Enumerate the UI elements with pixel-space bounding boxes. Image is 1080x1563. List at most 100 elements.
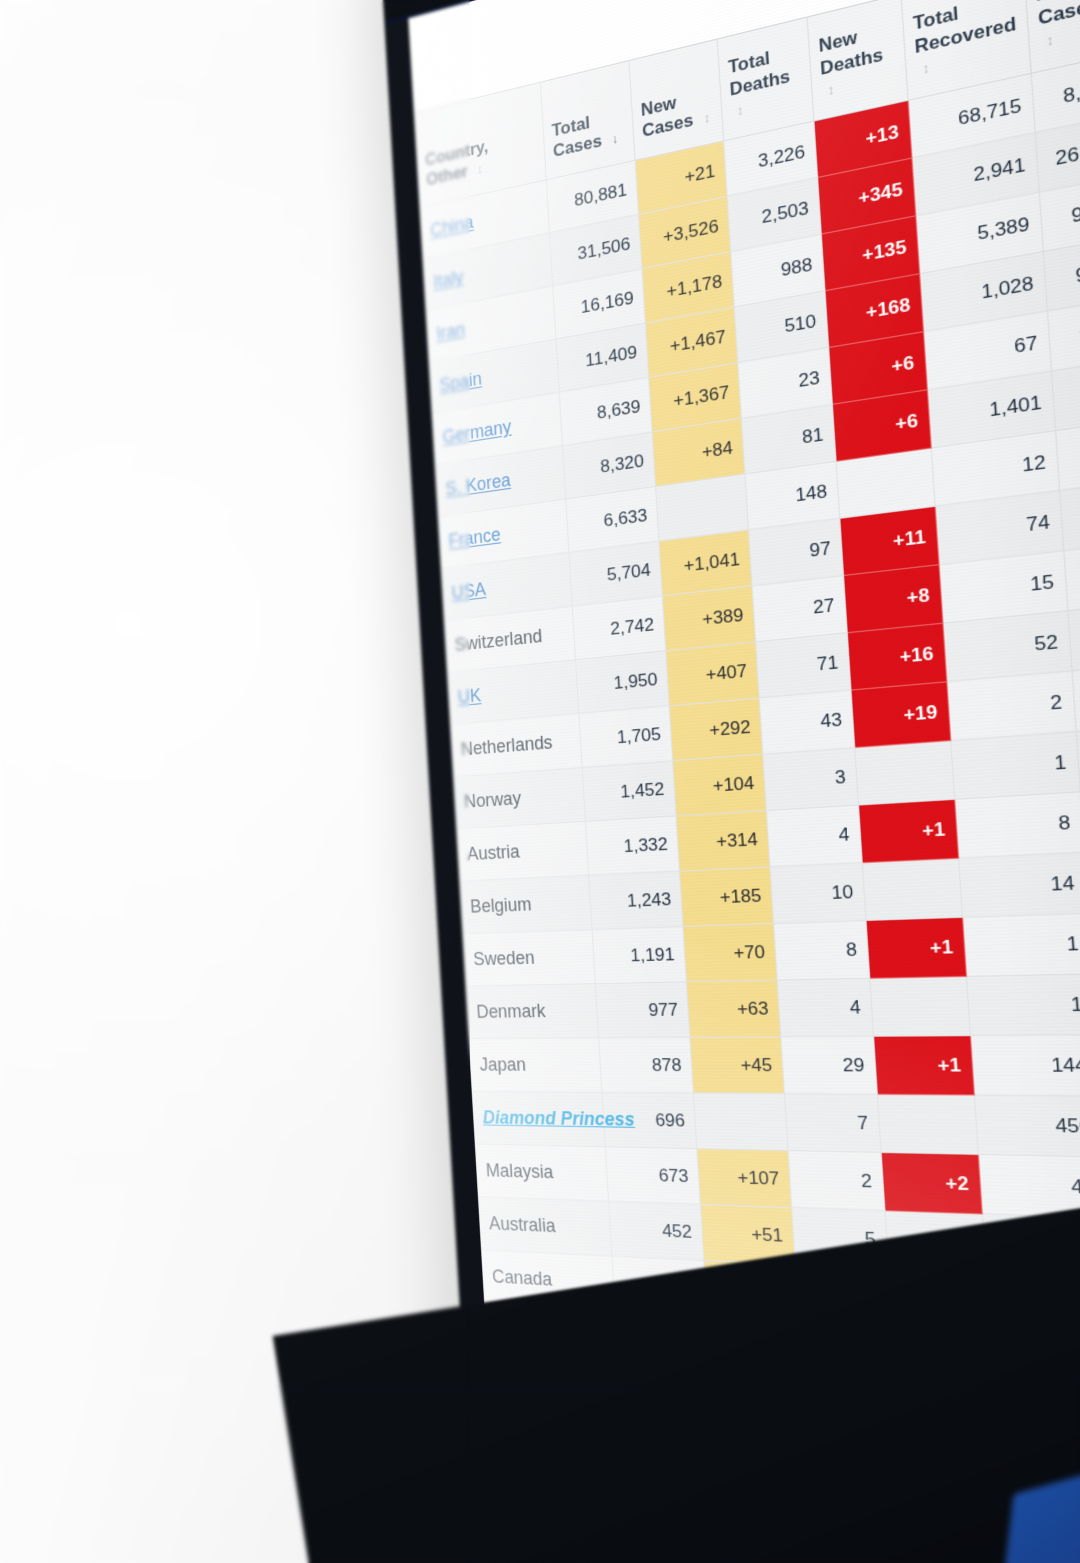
- table-cell-total-deaths: 7: [784, 1093, 882, 1153]
- table-cell-country: Japan: [469, 1037, 602, 1093]
- table-cell-active-cases: 5,533: [1059, 478, 1080, 551]
- table-cell-country: Malaysia: [475, 1144, 609, 1202]
- sort-icon[interactable]: ↕: [736, 103, 742, 120]
- table-cell-new-deaths: [877, 1094, 979, 1155]
- table-cell-country: Sweden: [462, 929, 596, 987]
- table-cell-country: Denmark: [465, 983, 599, 1039]
- country-link[interactable]: France: [448, 523, 502, 552]
- table-cell-new-deaths: [854, 740, 955, 806]
- country-link: Sweden: [472, 947, 536, 970]
- table-cell-country: Diamond Princess: [472, 1091, 636, 1147]
- country-link: Japan: [479, 1054, 527, 1075]
- table-cell-new-cases: +185: [679, 866, 774, 927]
- sort-icon[interactable]: ↕: [703, 111, 709, 127]
- table-cell-total-cases: 1,191: [592, 926, 687, 984]
- table-cell-new-cases: +389: [662, 585, 756, 651]
- table-cell-new-deaths: [862, 858, 963, 921]
- sort-icon[interactable]: ↕: [921, 61, 928, 78]
- country-link[interactable]: China: [429, 211, 474, 241]
- table-cell-new-deaths: +16: [847, 623, 947, 691]
- table-cell-total-deaths: 29: [780, 1036, 878, 1095]
- table-cell-country: Austria: [456, 821, 589, 882]
- country-link[interactable]: UK: [457, 684, 482, 708]
- table-cell-new-deaths: +8: [843, 564, 943, 633]
- country-link: Malaysia: [485, 1160, 554, 1183]
- table-cell-total-deaths: 71: [755, 632, 851, 698]
- country-link[interactable]: Germany: [441, 416, 512, 448]
- table-cell-country: Australia: [478, 1196, 612, 1256]
- country-link: Austria: [466, 841, 521, 865]
- table-cell-new-deaths: +1: [865, 917, 967, 979]
- table-cell-total-cases: 1,332: [585, 815, 680, 876]
- table-cell-total-deaths: 10: [769, 862, 866, 924]
- table-cell-country: Norway: [453, 767, 586, 829]
- table-cell-total-cases: 2,742: [572, 595, 666, 660]
- table-cell-new-cases: [693, 1092, 789, 1151]
- country-link[interactable]: S. Korea: [444, 469, 512, 500]
- table-cell-total-cases: 1,243: [588, 871, 683, 930]
- column-header-total-cases-label: Total Cases: [551, 113, 603, 162]
- table-cell-total-recovered: 144: [970, 1034, 1080, 1096]
- table-cell-new-cases: +107: [696, 1148, 792, 1208]
- table-cell-total-cases: 5,704: [569, 541, 663, 607]
- table-cell-total-deaths: 3: [762, 747, 859, 811]
- table-cell-total-deaths: 8: [773, 920, 870, 981]
- column-header-total-cases[interactable]: Total Cases ↓: [540, 60, 636, 180]
- table-cell-new-cases: +63: [686, 980, 781, 1038]
- table-cell-new-deaths: +19: [850, 681, 951, 748]
- table-cell-total-deaths: 97: [748, 518, 844, 586]
- table-cell-total-recovered: 14: [958, 852, 1080, 918]
- column-header-new-cases-label: New Cases: [640, 93, 694, 142]
- column-header-active-cases[interactable]: ActiveCases ↕: [1023, 0, 1080, 74]
- table-cell-total-deaths: 2: [788, 1150, 885, 1211]
- column-header-active-cases-label: ActiveCases: [1036, 0, 1080, 30]
- country-link: Netherlands: [460, 731, 554, 760]
- table-cell-new-cases: +70: [682, 923, 778, 982]
- sort-icon-active[interactable]: ↓: [611, 131, 617, 148]
- table-cell-total-cases: 452: [608, 1201, 704, 1261]
- country-link: Norway: [463, 787, 522, 812]
- table-cell-new-deaths: +1: [858, 799, 959, 863]
- country-link[interactable]: Diamond Princess: [482, 1107, 636, 1131]
- table-cell-new-deaths: +11: [839, 506, 939, 576]
- country-link[interactable]: Spain: [438, 368, 483, 396]
- country-link: Denmark: [475, 1000, 547, 1022]
- table-cell-total-cases: 673: [605, 1146, 701, 1205]
- table-cell-country: Netherlands: [450, 713, 583, 777]
- table-cell-total-cases: 1,950: [575, 650, 670, 714]
- table-cell-total-recovered: 1: [962, 913, 1080, 977]
- country-link[interactable]: Italy: [432, 266, 465, 293]
- sort-icon[interactable]: ↕: [826, 82, 833, 100]
- column-header-total-recovered-label: Total Recovered: [912, 3, 1018, 58]
- table-cell-new-cases: +314: [676, 810, 770, 872]
- table-cell-new-cases: +292: [669, 697, 763, 761]
- table-cell-total-recovered: 8: [954, 791, 1080, 859]
- table-cell-total-recovered: 52: [942, 610, 1073, 682]
- table-cell-new-cases: +407: [665, 641, 760, 706]
- table-cell-total-cases: 878: [598, 1037, 694, 1093]
- column-header-total-deaths[interactable]: Total Deaths ↕: [717, 17, 814, 141]
- country-link: Australia: [488, 1213, 557, 1237]
- sort-icon[interactable]: ↕: [1045, 32, 1052, 51]
- table-cell-new-deaths: +2: [881, 1152, 983, 1214]
- country-link[interactable]: USA: [451, 578, 487, 604]
- table-cell-total-deaths: 4: [766, 805, 863, 867]
- table-cell-new-cases: +104: [672, 754, 767, 816]
- column-header-new-cases[interactable]: New Cases ↕: [628, 39, 724, 161]
- table-cell-total-deaths: 4: [777, 978, 874, 1037]
- table-cell-active-cases: 2,700: [1063, 539, 1080, 611]
- table-cell-total-recovered: 49: [978, 1154, 1080, 1219]
- table-cell-total-cases: 1,705: [578, 705, 673, 768]
- column-header-new-deaths[interactable]: New Deaths ↕: [807, 0, 909, 122]
- sort-icon[interactable]: ↕: [476, 162, 482, 178]
- country-link: Canada: [491, 1266, 553, 1290]
- table-cell-total-deaths: 27: [752, 575, 848, 642]
- table-cell-total-recovered: 1: [966, 973, 1080, 1036]
- table-cell-total-recovered: 456: [974, 1094, 1080, 1157]
- table-cell-total-deaths: 43: [759, 690, 855, 755]
- column-header-new-deaths-label: New Deaths: [818, 27, 884, 79]
- country-link: Belgium: [469, 893, 532, 917]
- country-link[interactable]: Iran: [435, 318, 466, 344]
